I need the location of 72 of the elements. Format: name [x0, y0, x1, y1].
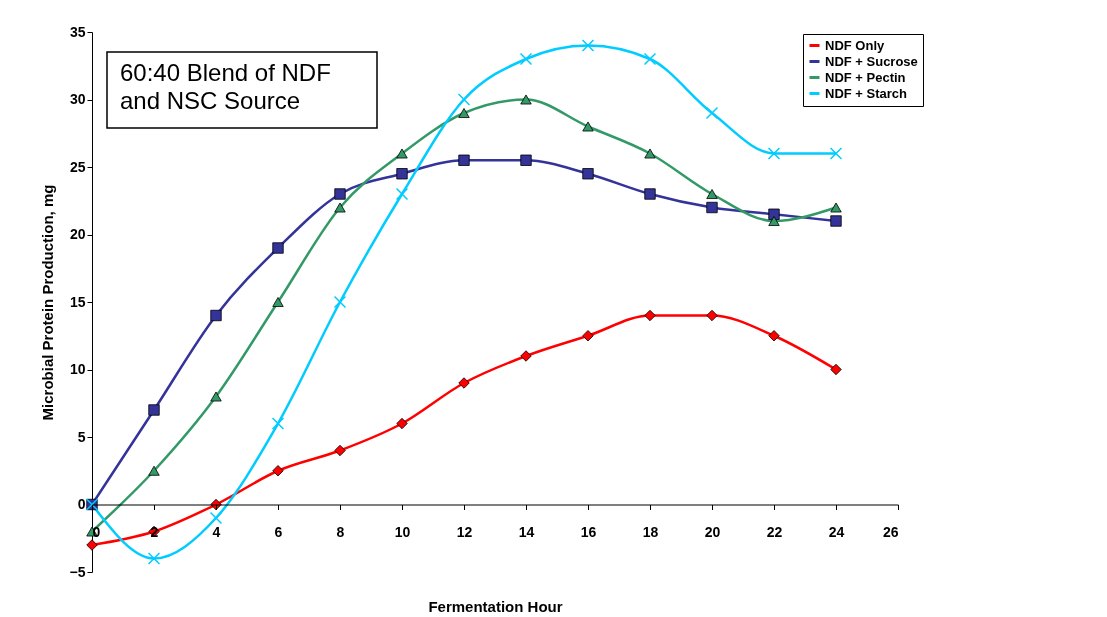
x-tick-label: 8	[336, 524, 345, 540]
x-tick-label: 12	[456, 524, 473, 540]
point	[519, 52, 533, 66]
point	[334, 188, 346, 200]
point	[829, 147, 843, 160]
point	[706, 309, 718, 322]
point	[396, 168, 408, 180]
point	[272, 242, 284, 254]
x-tick-label: 22	[766, 524, 783, 540]
point	[581, 39, 595, 52]
annotation: 60:40 Blend of NDF and NSC Source	[120, 59, 331, 114]
y-tick-label: 10	[69, 361, 86, 377]
y-tick-label: 30	[69, 91, 86, 107]
y-tick-label: 20	[69, 226, 86, 242]
x-tick-label: 24	[828, 524, 845, 540]
x-tick-label: 4	[212, 524, 221, 540]
point	[768, 330, 780, 342]
y-tick-label: 15	[69, 293, 86, 310]
y-tick-label: 35	[69, 23, 86, 40]
point	[148, 404, 160, 416]
point	[396, 148, 408, 159]
point	[272, 297, 284, 307]
point	[272, 465, 284, 477]
y-tick-label: 25	[69, 158, 86, 175]
point	[520, 94, 532, 105]
point	[706, 189, 718, 199]
point	[767, 147, 781, 160]
point	[396, 417, 408, 430]
point	[457, 93, 471, 106]
y-tick-label: 0	[77, 496, 86, 512]
point	[582, 121, 594, 132]
point	[582, 168, 594, 180]
legend-label: NDF + Pectin	[825, 69, 906, 85]
point	[148, 465, 160, 476]
point	[458, 108, 470, 118]
x-tick-label: 18	[642, 524, 659, 540]
point	[210, 309, 222, 322]
point	[395, 187, 409, 201]
point	[520, 350, 532, 362]
y-tick-label: 5	[77, 428, 86, 445]
y-tick-label: −5	[69, 563, 86, 580]
point	[830, 363, 842, 376]
point	[334, 444, 346, 457]
point	[830, 215, 842, 227]
x-tick-label: 16	[580, 524, 597, 540]
x-tick-label: 14	[518, 524, 535, 540]
x-tick-label: 20	[704, 524, 721, 540]
point	[644, 148, 656, 159]
point	[210, 391, 222, 402]
point	[333, 295, 347, 309]
point	[643, 52, 657, 66]
point	[768, 216, 780, 226]
point	[582, 330, 594, 342]
point	[830, 202, 842, 213]
x-tick-label: 26	[882, 524, 899, 540]
point	[706, 201, 718, 214]
point	[86, 539, 98, 551]
point	[271, 417, 285, 430]
x-tick-label: 6	[274, 524, 283, 540]
x-tick-label: 10	[394, 524, 411, 540]
legend-label: NDF Only	[825, 37, 885, 53]
point	[644, 309, 656, 322]
point	[147, 552, 161, 565]
point	[644, 188, 656, 200]
point	[458, 154, 470, 166]
y-axis-title: Microbial Protein Production, mg	[38, 184, 56, 421]
x-axis-title: Fermentation Hour	[428, 598, 563, 615]
legend-label: NDF + Starch	[825, 85, 908, 101]
point	[458, 377, 470, 389]
point	[520, 154, 532, 166]
legend-label: NDF + Sucrose	[825, 53, 918, 69]
point	[334, 202, 346, 213]
